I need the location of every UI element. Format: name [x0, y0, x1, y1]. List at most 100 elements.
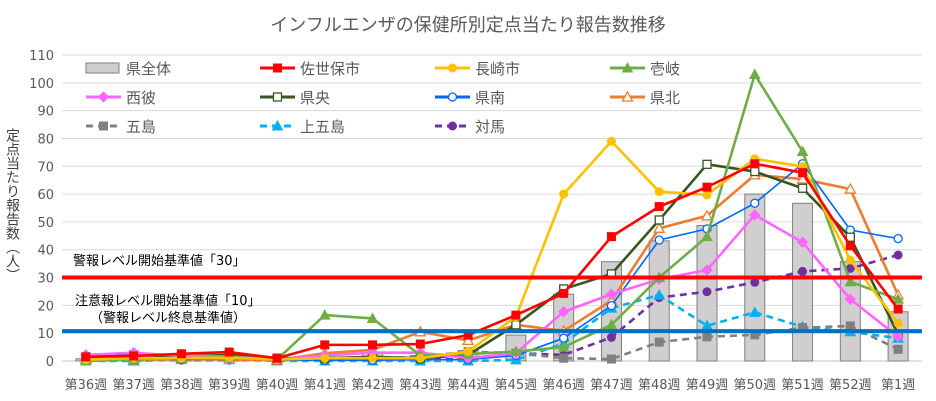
data-point-circle [320, 353, 330, 363]
data-point-triangle [366, 312, 379, 323]
data-point-circle [415, 353, 425, 363]
data-point-square [893, 304, 903, 314]
x-tick-label: 第52週 [829, 378, 872, 393]
data-point-square [702, 332, 712, 342]
data-point-square [893, 344, 903, 354]
data-point-square [845, 241, 855, 251]
x-tick-label: 第51週 [781, 378, 824, 393]
y-tick-label: 40 [37, 244, 54, 259]
series-1-line-group [81, 159, 903, 363]
legend-label: 県央 [300, 89, 330, 107]
data-point-square [511, 310, 521, 320]
data-point-square [654, 202, 664, 212]
y-axis-ticks: 0 10 20 30 40 50 60 70 80 90 100 110 [29, 49, 54, 370]
legend-item: 長崎市 [435, 60, 520, 78]
data-point-circle [447, 92, 458, 102]
data-point-triangle [653, 221, 666, 233]
legend-label: 壱岐 [650, 60, 680, 78]
y-tick-label: 60 [37, 188, 54, 203]
legend-item: 壱岐 [610, 60, 680, 78]
legend-item: 西彼 [86, 89, 156, 107]
x-tick-label: 第50週 [734, 378, 777, 393]
data-point-diamond [557, 306, 570, 318]
y-tick-label: 110 [29, 49, 54, 64]
data-point-square [224, 347, 234, 357]
bar [792, 202, 814, 362]
x-tick-label: 第46週 [542, 378, 585, 393]
legend-label: 五島 [126, 118, 156, 136]
data-point-square [99, 121, 108, 131]
series-4-line-group [80, 209, 904, 366]
data-point-square [702, 182, 712, 192]
data-point-circle [559, 189, 569, 199]
data-point-square [798, 168, 808, 178]
data-point-square [272, 353, 282, 363]
reference-lines [62, 275, 922, 334]
data-point-triangle [621, 90, 634, 102]
data-point-triangle [318, 309, 331, 320]
data-point-circle [463, 347, 473, 357]
legend-label: 県南 [475, 89, 505, 107]
y-tick-label: 90 [37, 105, 54, 120]
data-point-circle [893, 318, 903, 328]
data-point-circle [798, 266, 808, 276]
data-point-triangle [462, 334, 475, 346]
data-point-circle [654, 235, 664, 245]
data-point-triangle [271, 119, 284, 131]
data-point-square [606, 232, 616, 242]
series-line [85, 213, 899, 361]
x-tick-label: 第48週 [638, 378, 681, 393]
series-line [85, 162, 900, 360]
x-tick-label: 第39週 [208, 378, 251, 393]
data-point-circle [448, 63, 457, 73]
data-point-circle [750, 198, 760, 208]
legend-label: 県北 [650, 89, 680, 107]
x-tick-label: 第49週 [686, 378, 729, 393]
data-point-square [654, 337, 664, 347]
data-point-triangle [557, 341, 570, 352]
x-tick-label: 第41週 [304, 378, 347, 393]
legend-item: 対馬 [435, 118, 505, 136]
data-point-circle [702, 190, 712, 200]
y-tick-label: 10 [37, 327, 54, 342]
x-tick-label: 第44週 [447, 378, 490, 393]
data-point-diamond [97, 91, 110, 103]
data-point-circle [559, 333, 569, 343]
x-tick-label: 第47週 [590, 378, 633, 393]
data-point-triangle [605, 318, 618, 330]
series-line [85, 139, 900, 361]
data-point-triangle [844, 182, 857, 194]
data-point-square [559, 288, 569, 298]
y-tick-label: 20 [37, 299, 54, 314]
y-tick-label: 50 [37, 216, 54, 231]
data-point-square [845, 232, 855, 242]
legend-label: 長崎市 [475, 60, 520, 78]
y-axis-title: 定点当たり報告数（人） [4, 128, 20, 282]
x-tick-label: 第38週 [160, 378, 203, 393]
data-point-square [750, 166, 760, 177]
data-point-square [606, 354, 616, 364]
data-point-square [368, 340, 378, 350]
data-point-square [702, 159, 712, 169]
legend-swatch [85, 62, 120, 74]
data-point-circle [368, 353, 378, 363]
x-tick-label: 第42週 [351, 378, 394, 393]
data-point-diamond [892, 331, 904, 343]
data-point-circle [606, 136, 616, 146]
legend-item: 上五島 [260, 118, 345, 136]
legend-item: 県央 [260, 89, 330, 107]
data-point-square [129, 351, 139, 361]
data-point-circle [845, 255, 855, 265]
data-point-square [176, 349, 186, 359]
legend-label: 対馬 [475, 118, 505, 136]
data-point-diamond [701, 264, 713, 276]
data-point-triangle [796, 145, 809, 157]
x-tick-label: 第43週 [399, 378, 442, 393]
alert-threshold-label: 警報レベル開始基準値「30」 [73, 253, 246, 269]
data-point-square [320, 340, 330, 350]
data-point-square [797, 183, 808, 193]
data-point-triangle [748, 306, 761, 317]
data-point-square [415, 339, 425, 349]
chart-title: インフルエンザの保健所別定点当たり報告数推移 [270, 15, 665, 36]
